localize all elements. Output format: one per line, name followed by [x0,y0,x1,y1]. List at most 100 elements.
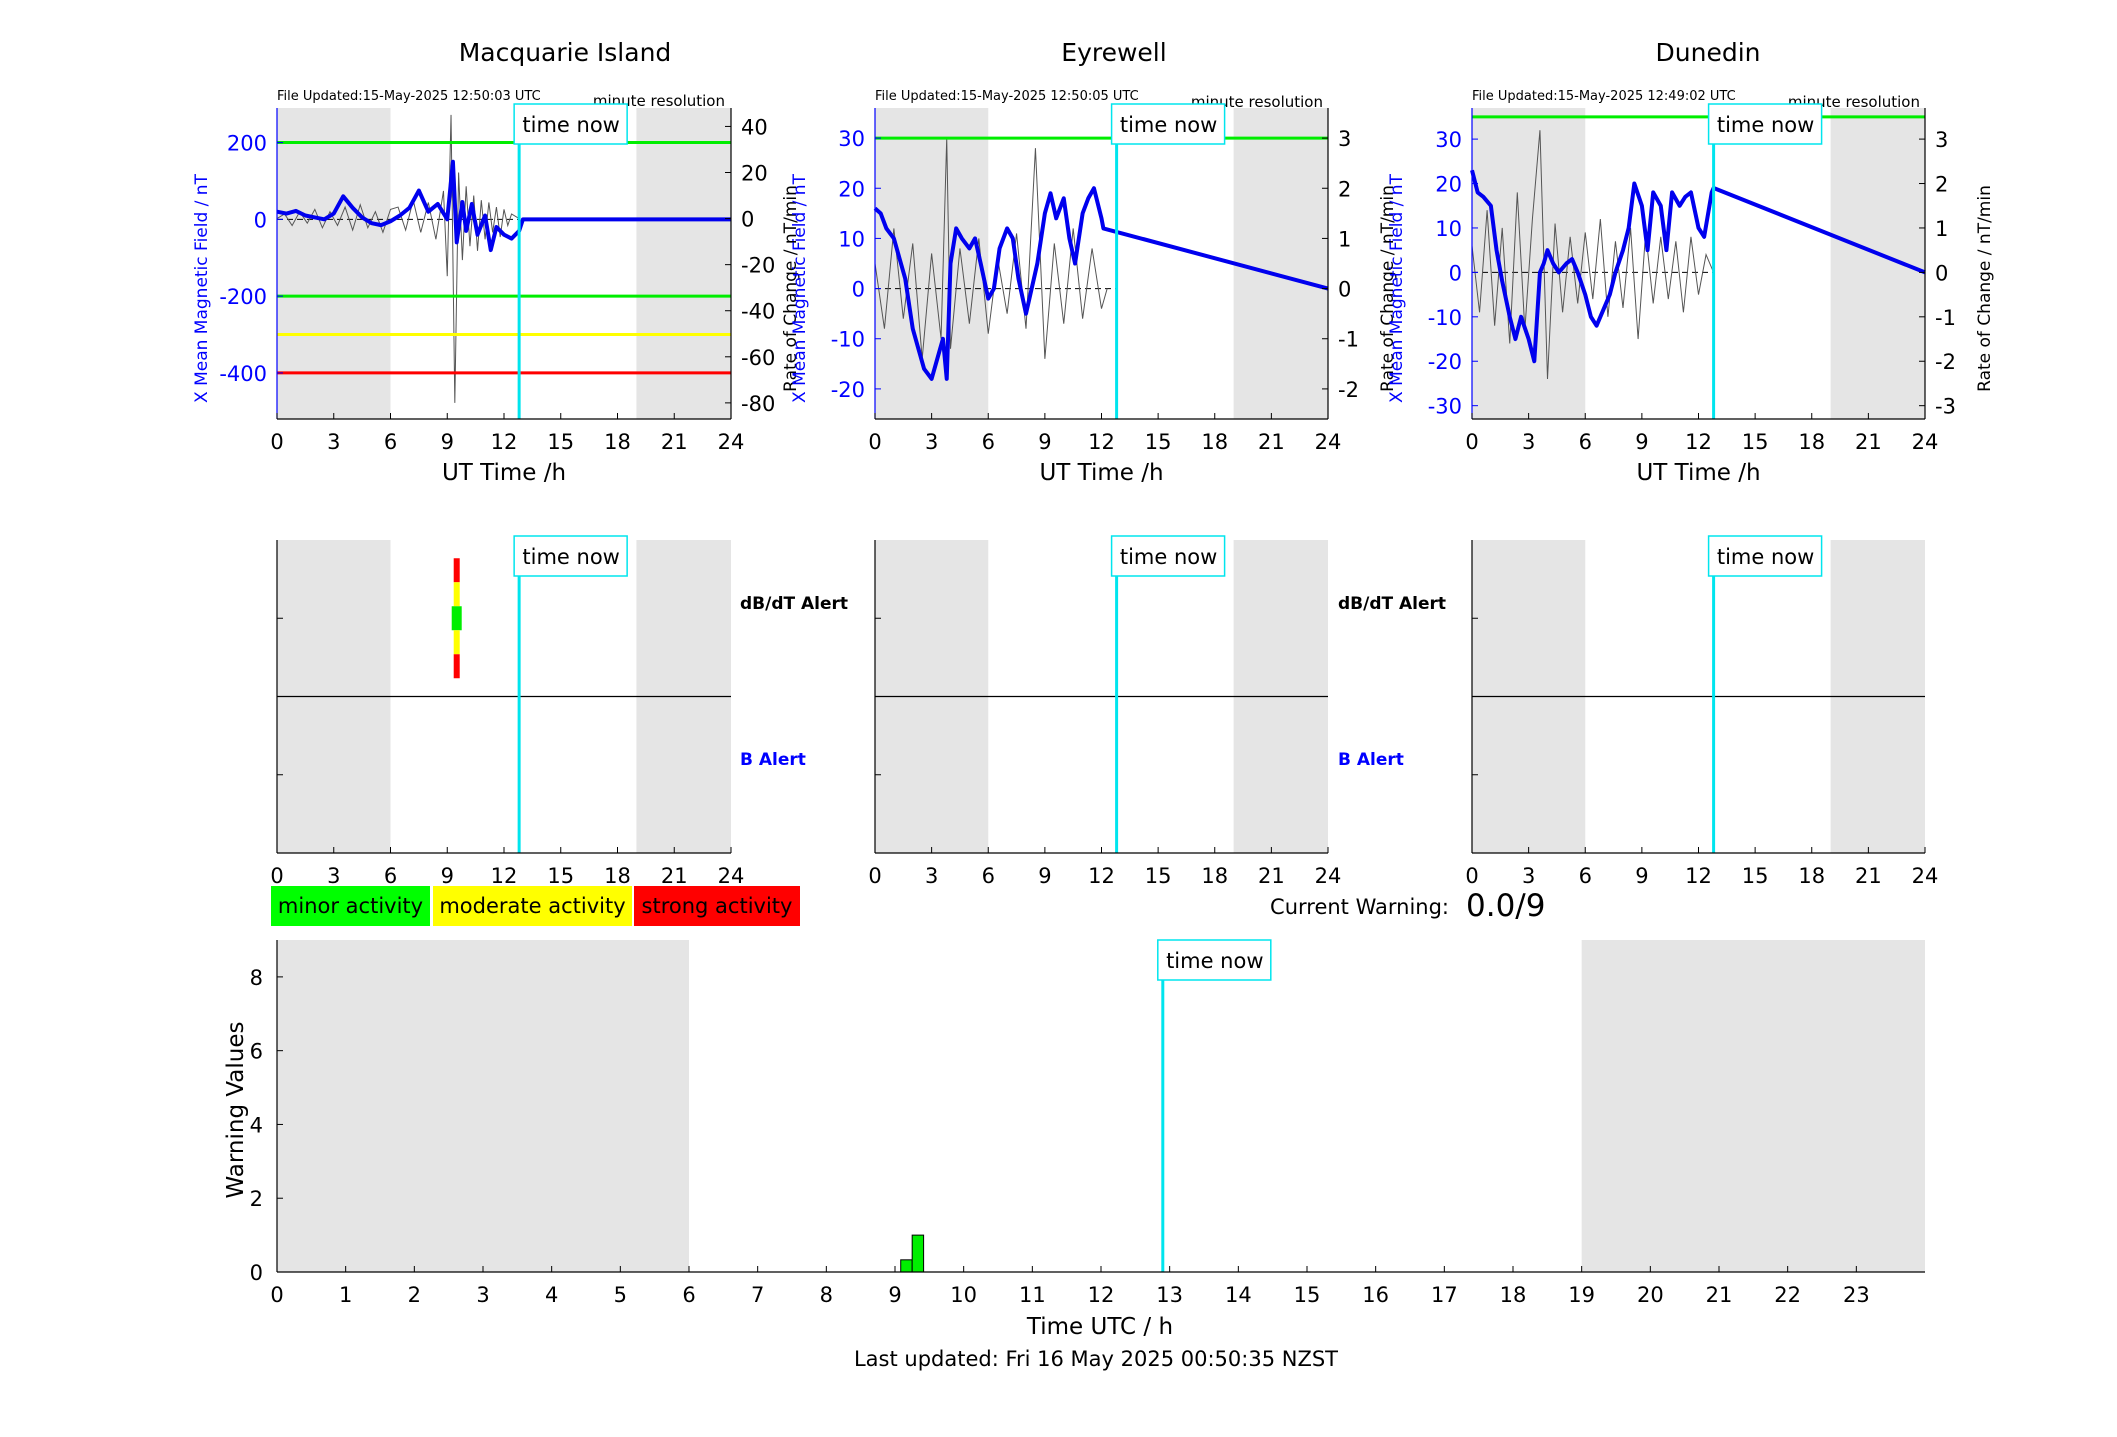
dbdt-alert-green [451,606,462,631]
y-axis-label: X Mean Magnetic Field / nT [1387,173,1407,403]
x-tick-label: 15 [1145,864,1172,888]
x-tick-label: 18 [1798,864,1825,888]
x-tick-label: 19 [1568,1283,1595,1307]
x-tick-label: 0 [868,864,881,888]
x-tick-label: 0 [1465,430,1478,454]
x-tick-label: 12 [1685,430,1712,454]
rate-of-change-series [1471,130,1715,380]
y-right-tick-label: -1 [1338,328,1359,352]
x-axis-label: UT Time /h [442,460,566,486]
x-tick-label: 0 [270,430,283,454]
y-right-axis-label: Rate of Change / nT/min [781,185,801,392]
x-tick-label: 21 [1258,864,1285,888]
y-tick-label: -200 [219,285,267,309]
legend-strong-label: strong activity [641,894,793,918]
warning-bar [911,1234,925,1273]
x-tick-label: 15 [547,864,574,888]
x-tick-label: 9 [441,430,454,454]
x-tick-label: 6 [982,864,995,888]
x-tick-label: 15 [1742,430,1769,454]
macquarie-title: Macquarie Island [459,38,672,67]
y-tick-label: 10 [838,227,865,251]
y-tick-label: -10 [831,328,865,352]
time-now-label: time now [1120,545,1217,569]
x-tick-label: 9 [1038,864,1051,888]
y-right-axis-label: Rate of Change / nT/min [1975,185,1995,392]
x-axis-label: UT Time /h [1636,460,1760,486]
x-tick-label: 23 [1843,1283,1870,1307]
x-tick-label: 6 [1579,430,1592,454]
x-tick-label: 22 [1774,1283,1801,1307]
x-tick-label: 7 [751,1283,764,1307]
field-series [276,159,731,253]
x-tick-label: 18 [1500,1283,1527,1307]
x-tick-label: 3 [327,864,340,888]
time-now-label: time now [1166,949,1263,973]
y-tick-label: 200 [227,132,267,156]
x-tick-label: 2 [408,1283,421,1307]
night-shade [636,108,731,419]
x-tick-label: 6 [384,864,397,888]
x-tick-label: 3 [925,430,938,454]
y-tick-label: 0 [250,1261,263,1285]
x-tick-label: 24 [718,864,745,888]
time-now-box [1157,939,1272,981]
legend-moderate: moderate activity [433,886,632,926]
y-right-tick-label: 0 [1935,261,1948,285]
y-right-tick-label: -3 [1935,395,1956,419]
x-tick-label: 21 [661,864,688,888]
x-tick-label: 13 [1156,1283,1183,1307]
x-tick-label: 6 [384,430,397,454]
x-tick-label: 18 [604,430,631,454]
y-right-tick-label: 3 [1338,127,1351,151]
dbdt-alert-red [453,654,460,679]
y-right-tick-label: -60 [741,346,775,370]
macquarie-file-updated: File Updated:15-May-2025 12:50:03 UTC [277,89,541,104]
x-tick-label: 12 [491,430,518,454]
x-tick-label: 0 [270,1283,283,1307]
y-tick-label: 2 [250,1187,263,1211]
eyrewell-title: Eyrewell [1061,38,1166,67]
x-tick-label: 11 [1019,1283,1046,1307]
y-right-tick-label: 2 [1935,173,1948,197]
y-right-tick-label: -20 [741,254,775,278]
dbdt-alert-red [453,558,460,583]
macquarie-b-alert-label: B Alert [740,750,806,770]
macquarie-alert-plot: time now 0 3 6 9 12 15 18 21 24 [270,535,745,888]
x-tick-label: 4 [545,1283,558,1307]
y-right-axis-label: Rate of Change / nT/min [1378,185,1398,392]
x-tick-label: 20 [1637,1283,1664,1307]
x-tick-label: 3 [925,864,938,888]
x-tick-label: 8 [820,1283,833,1307]
x-tick-label: 0 [1465,864,1478,888]
current-warning-label: Current Warning: [1270,895,1449,919]
night-shade [277,108,391,419]
x-tick-label: 12 [491,864,518,888]
eyrewell-dbdt-alert-label: dB/dT Alert [1338,594,1446,614]
eyrewell-file-updated: File Updated:15-May-2025 12:50:05 UTC [875,89,1139,104]
time-now-label: time now [522,545,619,569]
x-tick-label: 21 [1258,430,1285,454]
y-right-tick-label: 1 [1338,227,1351,251]
x-tick-label: 12 [1088,1283,1115,1307]
y-right-tick-label: -1 [1935,306,1956,330]
y-right-tick-label: 40 [741,115,768,139]
x-tick-label: 0 [270,864,283,888]
x-tick-label: 24 [1315,864,1342,888]
x-tick-label: 21 [661,430,688,454]
x-tick-label: 3 [1522,430,1535,454]
dbdt-alert-yellow [453,582,460,607]
time-now-box [513,535,628,577]
x-tick-label: 21 [1855,864,1882,888]
field-series [1470,169,1926,364]
night-shade [1830,108,1925,419]
x-tick-label: 16 [1362,1283,1389,1307]
x-tick-label: 12 [1685,864,1712,888]
y-right-tick-label: 1 [1935,217,1948,241]
x-tick-label: 18 [1798,430,1825,454]
warning-bar [900,1259,913,1273]
current-warning-value: 0.0/9 [1466,888,1545,924]
